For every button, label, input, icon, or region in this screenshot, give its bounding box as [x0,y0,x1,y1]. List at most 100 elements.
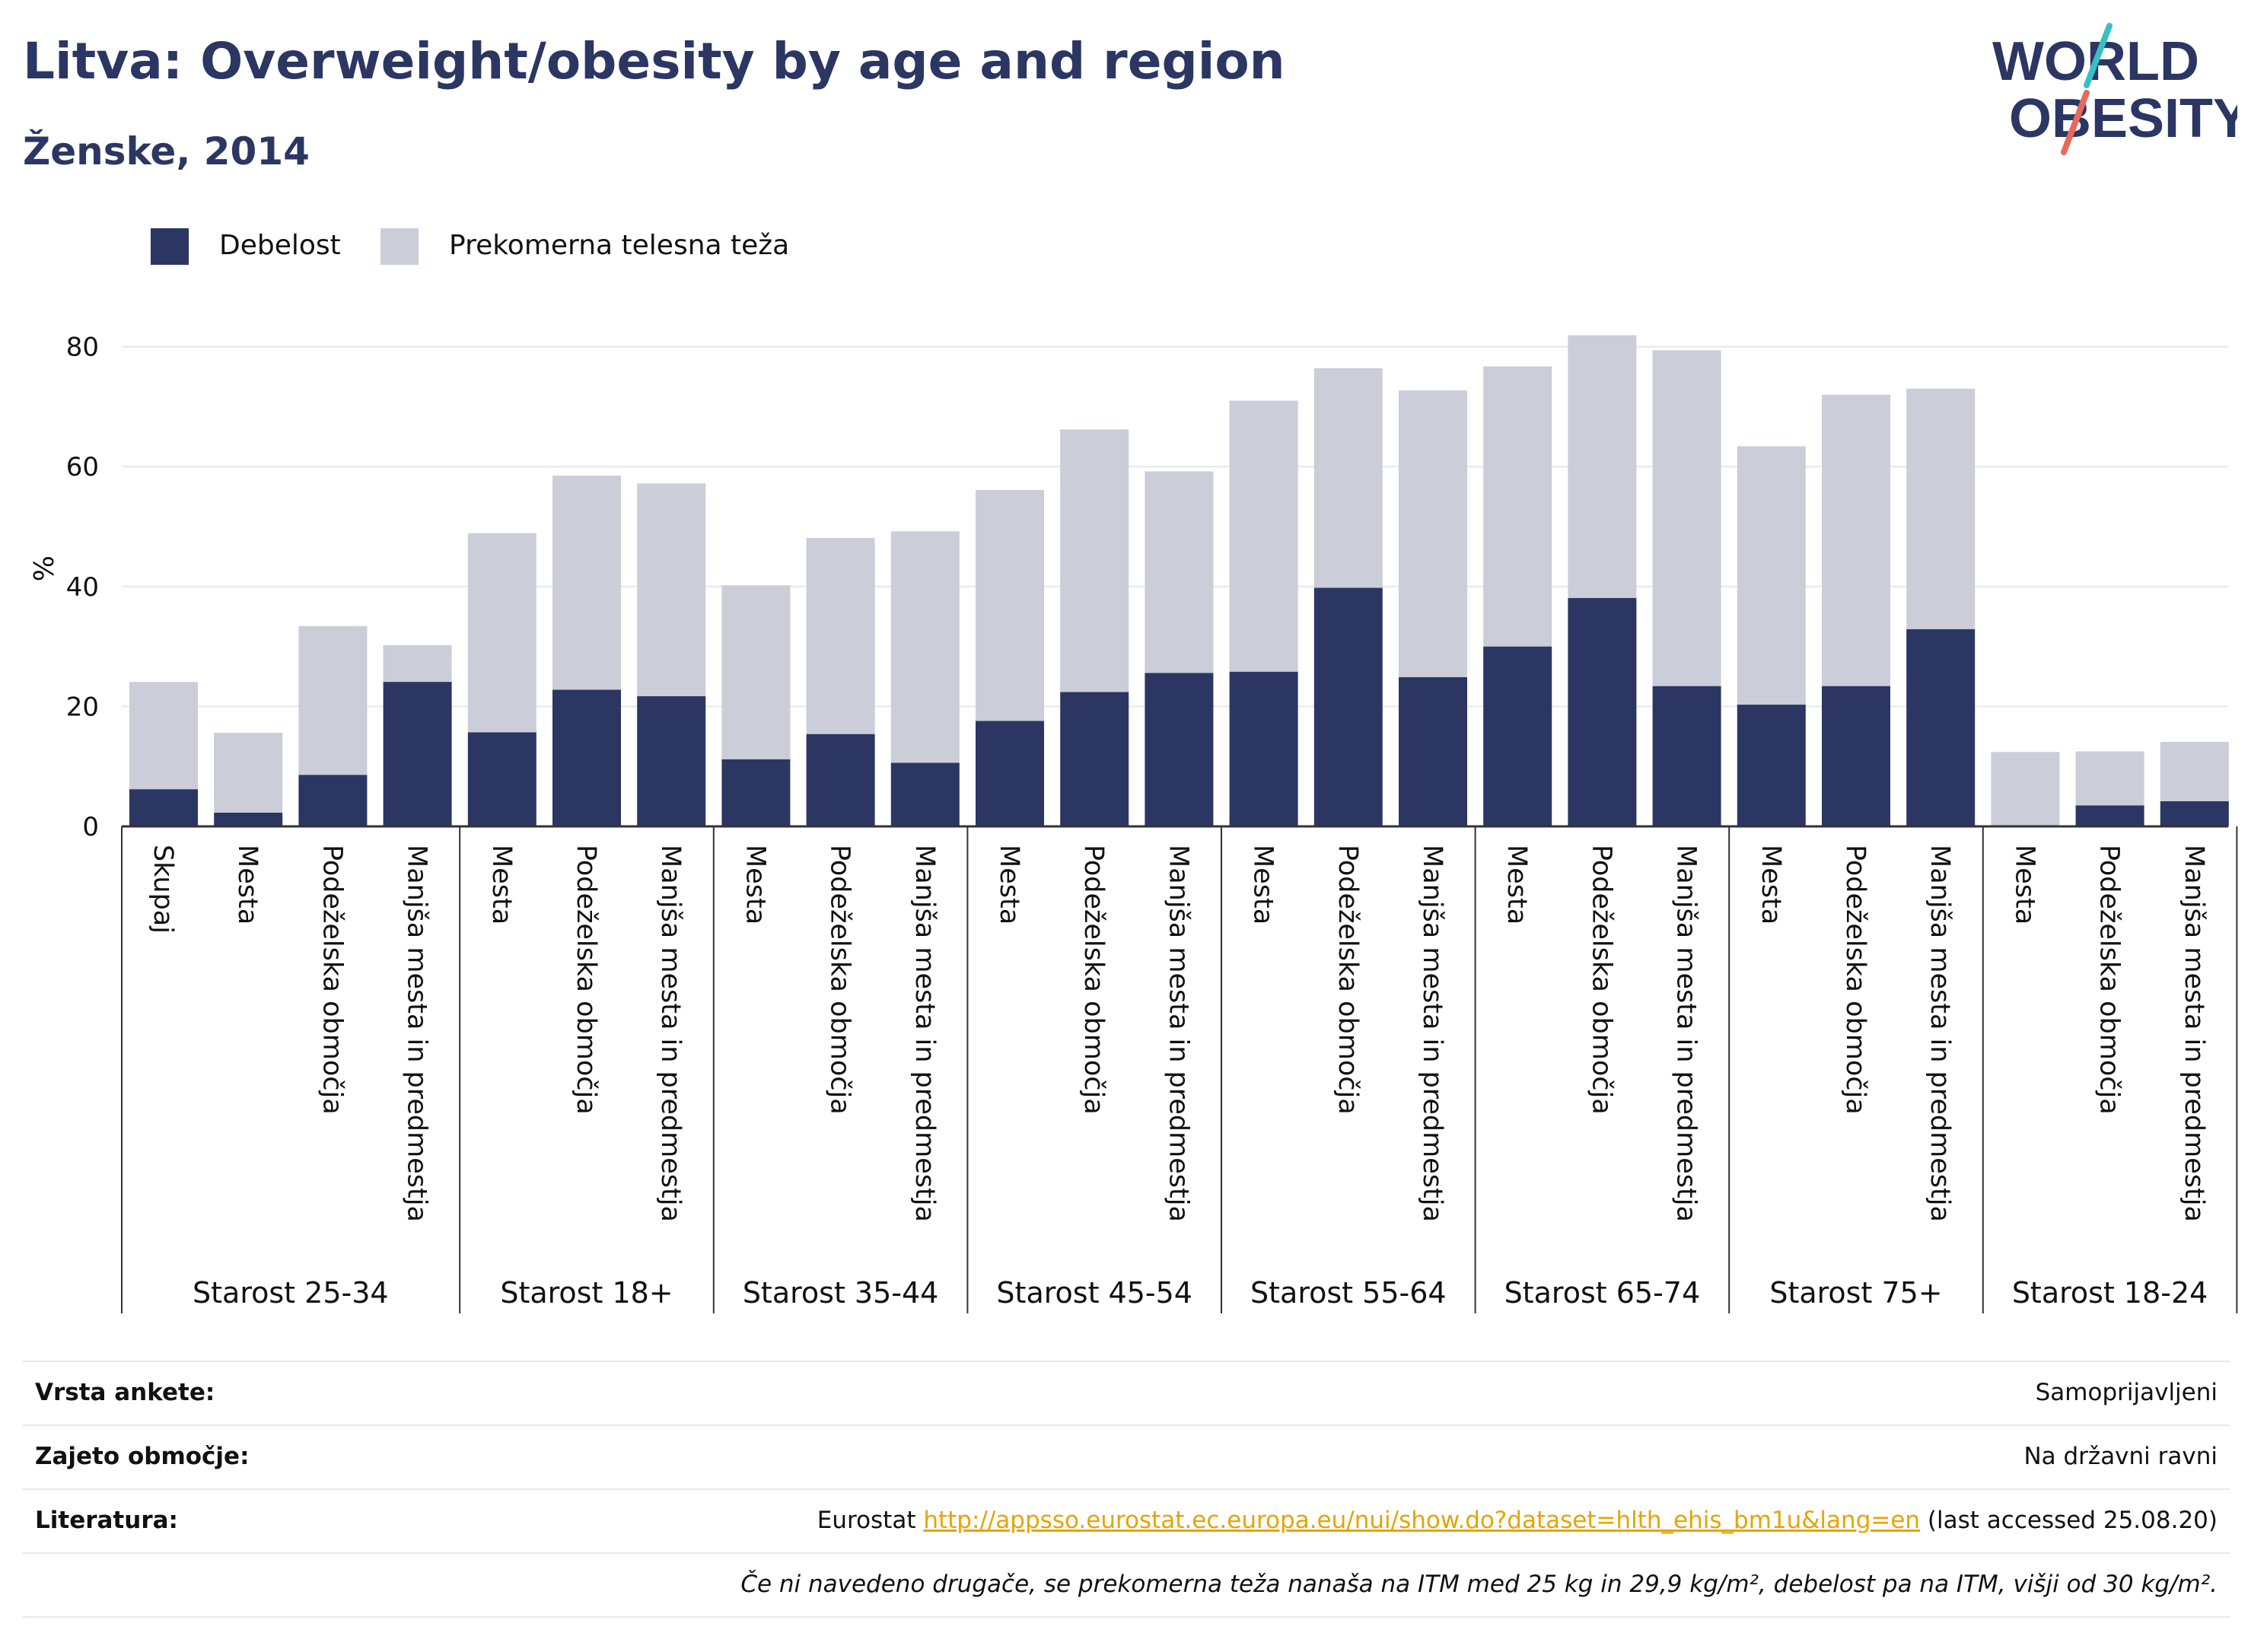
x-tick-label: Manjša mesta in predmestja [1417,845,1447,1222]
bars [129,335,2229,826]
bar-obesity [890,762,960,826]
bar-overweight [1991,752,2060,826]
legend-swatch-obesity [151,228,189,265]
bar-obesity [806,734,875,826]
bar-overweight [129,682,198,790]
legend-swatch-overweight [380,228,419,265]
x-tick-label: Mesta [232,845,263,925]
info-key: Literatura: [35,1507,178,1534]
bar-overweight [214,733,283,813]
bar-obesity [1568,597,1637,826]
x-tick-label: Podeželska območja [1332,845,1363,1115]
y-axis-label: % [29,555,60,581]
bar-overweight [976,489,1044,721]
page-subtitle: Ženske, 2014 [23,129,310,173]
info-value: Na državni ravni [2023,1443,2218,1470]
bar-overweight [1568,335,1637,598]
bar-obesity [298,775,368,826]
x-tick-label: Mesta [1756,845,1786,925]
bar-overweight [1652,350,1721,686]
literature-prefix: Eurostat [817,1507,924,1534]
x-tick-label: Manjša mesta in predmestja [1925,845,1955,1222]
info-table: Vrsta ankete: Samoprijavljeni Zajeto obm… [23,1361,2230,1618]
bar-overweight [467,533,536,733]
logo-slash-teal [2084,23,2113,88]
y-tick-label: 0 [82,812,99,842]
x-axis-group-labels: Starost 25-34 Starost 18+ Starost 35-44 Sta… [193,1276,2208,1310]
x-tick-label: Skupaj [148,845,178,934]
bar-overweight [1229,400,1298,672]
literature-suffix: (last accessed 25.08.20) [1920,1507,2218,1534]
literature-link[interactable]: http://appsso.eurostat.ec.europa.eu/nui/… [923,1507,1921,1534]
bar-obesity [1313,587,1383,826]
bar-overweight [721,585,791,759]
bar-obesity [383,682,452,826]
page-title: Litva: Overweight/obesity by age and reg… [23,32,1285,91]
x-tick-label: Manjša mesta in predmestja [655,845,686,1222]
x-tick-label: Podeželska območja [571,845,601,1115]
bar-overweight [2075,751,2144,806]
group-label: Starost 75+ [1769,1276,1942,1310]
bar-obesity [1060,692,1129,826]
x-tick-label: Podeželska območja [317,845,347,1115]
bar-obesity [1229,671,1298,826]
bar-overweight [1737,446,1806,705]
x-tick-label: Manjša mesta in predmestja [1671,845,1702,1222]
x-tick-label: Manjša mesta in predmestja [909,845,940,1222]
x-tick-label: Mesta [2009,845,2039,925]
bar-obesity [1652,686,1721,826]
bar-obesity [2160,801,2229,826]
bar-overweight [1313,368,1383,588]
info-key: Vrsta ankete: [35,1379,215,1406]
bar-obesity [1483,646,1552,826]
info-row-note: Če ni navedeno drugače, se prekomerna te… [23,1552,2230,1618]
bar-overweight [552,476,621,690]
bar-obesity [467,732,536,826]
bar-obesity [1145,673,1214,826]
x-tick-label: Manjša mesta in predmestja [2179,845,2209,1222]
x-tick-label: Podeželska območja [825,845,855,1115]
y-tick-label: 40 [66,572,99,603]
x-tick-label: Podeželska območja [2094,845,2125,1115]
x-tick-label: Podeželska območja [1840,845,1871,1115]
x-tick-label: Manjša mesta in predmestja [402,845,432,1222]
x-tick-label: Podeželska območja [1586,845,1616,1115]
bar-overweight [1906,388,1976,629]
bar-obesity [129,789,198,826]
legend-label-overweight: Prekomerna telesna teža [449,230,790,261]
bmi-note: Če ni navedeno drugače, se prekomerna te… [740,1571,2218,1598]
bar-obesity [1906,629,1976,826]
group-label: Starost 65-74 [1504,1276,1701,1310]
bar-obesity [1399,676,1467,826]
bar-overweight [890,531,960,763]
bar-overweight [1399,390,1467,677]
info-value: Samoprijavljeni [2035,1379,2218,1406]
group-label: Starost 25-34 [193,1276,389,1310]
bar-overweight [637,483,706,697]
x-axis-category-labels: Skupaj Mesta Podeželska območja Manjša mest… [148,845,2209,1222]
bar-overweight [1060,429,1129,692]
y-tick-label: 20 [66,692,99,722]
bar-overweight [806,537,875,734]
x-tick-label: Mesta [994,845,1024,925]
info-row-coverage: Zajeto območje: Na državni ravni [23,1424,2230,1488]
x-tick-label: Mesta [486,845,517,925]
bar-overweight [2160,741,2229,801]
y-tick-label: 80 [66,333,99,363]
info-key: Zajeto območje: [35,1443,250,1470]
legend-label-obesity: Debelost [219,230,341,261]
info-value: Eurostat http://appsso.eurostat.ec.europ… [817,1507,2218,1534]
group-label: Starost 55-64 [1250,1276,1447,1310]
bar-obesity [2075,805,2144,826]
axes [121,825,2238,1313]
bar-obesity [976,721,1044,826]
y-tick-label: 60 [66,452,99,482]
group-label: Starost 45-54 [996,1276,1192,1310]
bar-overweight [383,645,452,683]
x-tick-label: Podeželska območja [1078,845,1109,1115]
bar-overweight [1145,471,1214,673]
bar-obesity [214,812,283,826]
x-tick-label: Mesta [1248,845,1278,925]
world-obesity-logo: WORLD OBESITY [1992,23,2237,155]
group-label: Starost 35-44 [743,1276,939,1310]
